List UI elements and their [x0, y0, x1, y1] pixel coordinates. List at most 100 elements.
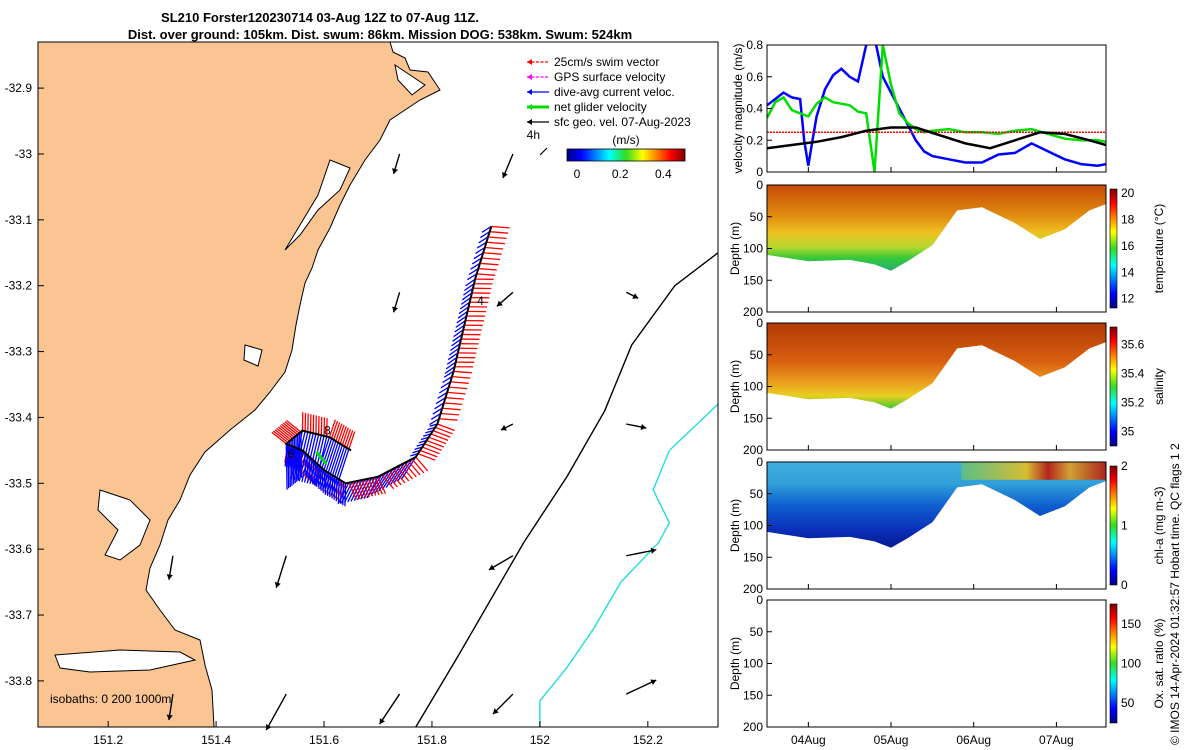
- current-vector: [429, 418, 440, 426]
- swim-vector: [440, 412, 460, 416]
- current-vector: [458, 306, 470, 315]
- y-tick-label: -33.7: [5, 608, 33, 622]
- land-mass: [37, 41, 441, 728]
- colorbar-tick-label: 35.4: [1121, 366, 1145, 380]
- scale-arrow: [539, 147, 548, 156]
- current-vector: [454, 324, 465, 333]
- chl-surface-bloom: [961, 462, 1106, 480]
- current-vector: [443, 370, 454, 378]
- current-vector: [440, 381, 451, 389]
- current-vector: [333, 476, 336, 500]
- y-tick-label: 0: [756, 455, 763, 469]
- swim-vector: [483, 252, 502, 255]
- x-tick-label: 06Aug: [956, 733, 991, 747]
- swim-vector: [276, 427, 292, 441]
- current-vector: [444, 366, 456, 375]
- current-vector: [435, 397, 446, 405]
- geo-vector-head: [502, 172, 508, 178]
- swim-vector: [426, 439, 445, 448]
- y-tick-label: 200: [743, 720, 763, 734]
- swim-vector: [274, 429, 290, 442]
- swim-vector: [450, 381, 469, 384]
- colorbar: [1109, 188, 1118, 309]
- x-tick-label: 151.8: [417, 733, 447, 747]
- geo-vector-head: [392, 168, 399, 174]
- profile-section-fill: [767, 185, 1106, 271]
- current-vector: [470, 262, 481, 270]
- glider-speed-line: [767, 45, 1106, 172]
- colorbar: [1109, 326, 1118, 447]
- swim-vector: [419, 449, 438, 458]
- geo-vector-head: [492, 708, 499, 715]
- swim-vector: [396, 466, 410, 482]
- legend-label: GPS surface velocity: [554, 70, 665, 84]
- current-vector: [298, 432, 312, 482]
- x-tick-label: 151.4: [201, 733, 231, 747]
- current-vector: [457, 310, 468, 319]
- swim-vector: [357, 480, 367, 498]
- swim-vector: [367, 478, 377, 496]
- estuary: [243, 344, 263, 367]
- swim-vector: [272, 430, 289, 443]
- current-vector: [451, 338, 462, 347]
- current-vector: [464, 283, 475, 292]
- y-tick-label: 100: [743, 519, 763, 533]
- current-vector: [446, 356, 458, 365]
- current-vector: [442, 376, 453, 384]
- swim-vector: [370, 477, 380, 496]
- y-tick-label: -33: [15, 147, 33, 161]
- geo-vector-shaft: [625, 679, 657, 695]
- swim-vector: [448, 386, 468, 390]
- colorbar-tick-label: 1: [1121, 519, 1128, 533]
- colorbar-tick-label: 35: [1121, 424, 1135, 438]
- geo-vector-head: [496, 300, 503, 307]
- colorbar-tick-label: 0.4: [655, 167, 672, 181]
- net-glider-vector: [315, 450, 328, 465]
- x-tick-label: 04Aug: [791, 733, 826, 747]
- current-vector: [339, 480, 342, 504]
- current-vector: [310, 458, 314, 483]
- swim-vector: [284, 421, 300, 434]
- colorbar-tick-label: 0: [574, 167, 581, 181]
- glider-track: [284, 226, 493, 485]
- isobaths-label: isobaths: 0 200 1000m: [50, 692, 171, 706]
- x-tick-label: 151.6: [309, 733, 339, 747]
- current-vector: [287, 442, 290, 489]
- y-tick-label: 0.4: [746, 102, 763, 116]
- current-vector: [456, 315, 467, 324]
- swim-vector: [335, 423, 343, 442]
- swim-vector: [445, 397, 464, 400]
- swim-vector: [484, 246, 504, 250]
- swim-vector: [481, 257, 501, 261]
- swim-vector: [337, 424, 345, 443]
- current-vector: [342, 481, 345, 506]
- swim-vector: [348, 431, 356, 450]
- current-vector: [468, 268, 479, 276]
- section-axes-box: [766, 599, 1107, 728]
- isobath-1000m: [539, 403, 719, 727]
- current-vector: [452, 333, 463, 342]
- track-label-4: 4: [477, 294, 484, 308]
- geo-vector-head: [274, 581, 281, 588]
- current-vector: [461, 292, 473, 301]
- swim-vector: [415, 456, 429, 472]
- current-vector: [476, 241, 487, 249]
- swim-vector: [424, 443, 442, 451]
- y-tick-label: -32.9: [5, 81, 33, 95]
- legend-arrowhead: [527, 104, 532, 110]
- geo-vector-shaft: [379, 693, 401, 725]
- legend-label: sfc geo. vel. 07-Aug-2023: [554, 115, 691, 129]
- swim-vector: [392, 468, 406, 484]
- swim-vector: [354, 481, 364, 499]
- swim-vector: [442, 407, 461, 411]
- geo-vector-head: [650, 547, 657, 554]
- y-tick-label: 150: [743, 411, 763, 425]
- current-vector: [453, 329, 464, 338]
- swim-vector: [339, 426, 347, 444]
- profile-section-fill: [767, 462, 1106, 548]
- current-vector: [293, 431, 306, 481]
- geo-vector-shaft: [265, 693, 287, 731]
- colorbar-tick-label: 2: [1121, 459, 1128, 473]
- legend-arrowhead: [527, 119, 532, 125]
- scale-label: 4h: [527, 128, 540, 142]
